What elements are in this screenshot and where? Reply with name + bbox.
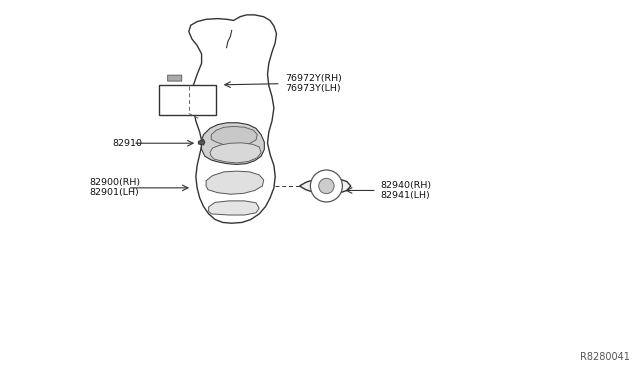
- Polygon shape: [198, 140, 205, 145]
- Polygon shape: [209, 201, 259, 215]
- Polygon shape: [201, 123, 264, 164]
- Text: 82900(RH): 82900(RH): [90, 178, 141, 187]
- Text: R8280041: R8280041: [580, 352, 630, 362]
- Text: 76973Y(LH): 76973Y(LH): [285, 84, 340, 93]
- Circle shape: [319, 178, 334, 194]
- Text: 82901(LH): 82901(LH): [90, 188, 140, 198]
- Text: 76972Y(RH): 76972Y(RH): [285, 74, 342, 83]
- FancyBboxPatch shape: [168, 75, 182, 81]
- Polygon shape: [210, 143, 261, 163]
- Text: 82910: 82910: [112, 139, 142, 148]
- Polygon shape: [206, 171, 264, 194]
- Polygon shape: [211, 126, 257, 146]
- Text: 82940(RH): 82940(RH): [381, 181, 432, 190]
- Polygon shape: [300, 178, 351, 194]
- Circle shape: [310, 170, 342, 202]
- Polygon shape: [189, 15, 276, 223]
- Bar: [159, 85, 216, 115]
- Text: 82941(LH): 82941(LH): [381, 191, 431, 200]
